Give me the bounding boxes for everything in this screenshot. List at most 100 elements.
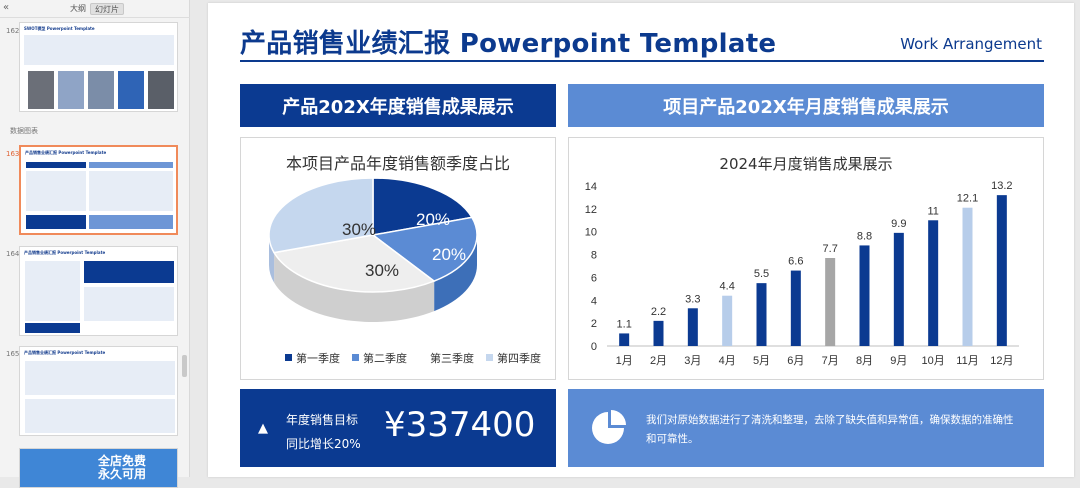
tab-slides[interactable]: 幻灯片: [90, 3, 124, 15]
legend-label: 第一季度: [296, 352, 340, 365]
bar-data-label: 13.2: [991, 180, 1012, 192]
slide-title: 产品销售业绩汇报 Powerpoint Template: [240, 29, 777, 59]
pie-data-label: 30%: [342, 220, 376, 239]
note-panel: 我们对原始数据进行了清洗和整理，去除了缺失值和异常值，确保数据的准确性和可靠性。: [568, 389, 1044, 467]
bar-chart-card: 2024年月度销售成果展示 0 2 4 6 8 10 12 14 1.1 1月 2.2 2月 3.3 3月…: [568, 137, 1044, 380]
x-tick-label: 9月: [890, 355, 907, 367]
bar: [962, 207, 973, 346]
legend-label: 第四季度: [497, 352, 541, 365]
thumbnail-title: SWOT模型 Powerpoint Template: [24, 26, 95, 31]
thumbnail-title: 产品销售业绩汇报 Powerpoint Template: [24, 250, 106, 255]
bar-data-label: 1.1: [617, 318, 632, 330]
legend-label: 第二季度: [363, 352, 407, 365]
thumbnail-title: 产品销售业绩汇报 Powerpoint Template: [24, 350, 106, 355]
up-triangle-icon: ▲: [258, 421, 268, 436]
y-tick-label: 6: [591, 272, 597, 284]
x-tick-label: 1月: [616, 355, 633, 367]
bar-chart: 0 2 4 6 8 10 12 14 1.1 1月 2.2 2月 3.3 3月 4.4 4月 5.5 5月 6.6 6…: [585, 180, 1019, 367]
pie-slice-side: [434, 235, 477, 312]
legend-item: 第四季度: [486, 350, 541, 366]
legend-swatch: [352, 354, 359, 361]
legend-item: 第三季度: [419, 350, 474, 366]
pie-slice-1: [372, 177, 474, 236]
x-tick-label: 6月: [787, 355, 804, 367]
bar: [653, 320, 664, 346]
pie-legend: 第一季度 第二季度 第三季度 第四季度: [285, 350, 541, 366]
bar-data-label: 6.6: [788, 256, 803, 268]
x-tick-label: 5月: [753, 355, 770, 367]
bar-chart-title: 2024年月度销售成果展示: [719, 155, 893, 173]
pie-slice-2: [371, 216, 478, 282]
bar-data-label: 3.3: [685, 293, 700, 305]
pie-slice-side: [274, 252, 435, 322]
slide-canvas[interactable]: 产品销售业绩汇报 Powerpoint Template Work Arrang…: [208, 3, 1074, 477]
bar-data-label: 4.4: [720, 281, 735, 293]
x-tick-label: 3月: [684, 355, 701, 367]
pie-chart-title: 本项目产品年度销售额季度占比: [285, 154, 510, 173]
y-tick-label: 8: [591, 250, 597, 262]
bar: [996, 195, 1007, 346]
y-tick-label: 14: [585, 181, 597, 193]
y-tick-label: 2: [591, 318, 597, 330]
legend-swatch: [285, 354, 292, 361]
panel-scrollbar[interactable]: [182, 355, 187, 377]
pie-data-label: 30%: [365, 261, 399, 280]
bar-data-label: 9.9: [891, 218, 906, 230]
slide-thumbnail-164[interactable]: 产品销售业绩汇报 Powerpoint Template: [19, 246, 178, 336]
pie-slice-3: [272, 234, 436, 293]
pie-data-label: 20%: [416, 210, 450, 229]
slide-thumbnail-163[interactable]: 产品销售业绩汇报 Powerpoint Template: [19, 145, 178, 235]
left-section-header: 产品202X年度销售成果展示: [240, 84, 556, 127]
bar: [756, 283, 767, 346]
bar: [928, 220, 939, 346]
bar: [790, 270, 801, 346]
legend-label: 第三季度: [430, 352, 474, 365]
right-section-header: 项目产品202X年月度销售成果展示: [568, 84, 1044, 127]
legend-item: 第二季度: [352, 350, 407, 366]
panel-tab-bar: « 大纲 幻灯片: [0, 0, 190, 18]
x-tick-label: 10月: [922, 355, 945, 367]
bar: [825, 258, 836, 346]
y-tick-label: 12: [585, 204, 597, 216]
pie-chart-icon: [592, 410, 626, 444]
bar-data-label: 2.2: [651, 306, 666, 318]
legend-swatch: [419, 354, 426, 361]
bar-data-label: 5.5: [754, 268, 769, 280]
bar: [859, 245, 870, 346]
pie-chart-card: 本项目产品年度销售额季度占比 20% 20% 30% 30% 第一季度 第二季度 第三季度…: [240, 137, 556, 380]
pie-data-label: 20%: [432, 245, 466, 264]
section-label: 数据图表: [10, 127, 38, 135]
bar: [893, 232, 904, 346]
bar-data-label: 7.7: [823, 243, 838, 255]
slide-number: 164: [6, 250, 20, 258]
y-tick-label: 4: [591, 295, 597, 307]
slide-thumbnail-166[interactable]: 全店免费 永久可用: [19, 448, 178, 488]
x-tick-label: 11月: [956, 355, 978, 367]
bar-data-label: 11: [927, 205, 938, 217]
x-tick-label: 8月: [856, 355, 873, 367]
legend-item: 第一季度: [285, 350, 340, 366]
x-tick-label: 12月: [990, 355, 1013, 367]
slide-number: 163: [6, 150, 20, 158]
slide-panel: « 大纲 幻灯片 162 SWOT模型 Powerpoint Template …: [0, 0, 190, 488]
x-tick-label: 4月: [719, 355, 736, 367]
pie-chart: 20% 20% 30% 30%: [268, 177, 478, 322]
y-tick-label: 10: [585, 227, 597, 239]
slide-number: 165: [6, 350, 20, 358]
bar: [687, 308, 698, 346]
bar: [619, 333, 630, 346]
slide-number: 162: [6, 27, 20, 35]
tab-outline[interactable]: 大纲: [70, 4, 86, 13]
x-tick-label: 7月: [822, 355, 839, 367]
legend-swatch: [486, 354, 493, 361]
slide-thumbnail-162[interactable]: SWOT模型 Powerpoint Template: [19, 22, 178, 112]
slide-subtitle: Work Arrangement: [900, 35, 1042, 53]
slide-thumbnail-165[interactable]: 产品销售业绩汇报 Powerpoint Template: [19, 346, 178, 436]
collapse-panel-icon[interactable]: «: [3, 2, 10, 13]
bar-data-label: 12.1: [957, 193, 978, 205]
thumbnail-title: 全店免费 永久可用: [98, 454, 147, 481]
title-divider: [240, 60, 1044, 62]
bar-data-label: 8.8: [857, 230, 872, 242]
pie-slice-side: [269, 235, 275, 283]
growth-label: 同比增长20%: [286, 437, 361, 451]
